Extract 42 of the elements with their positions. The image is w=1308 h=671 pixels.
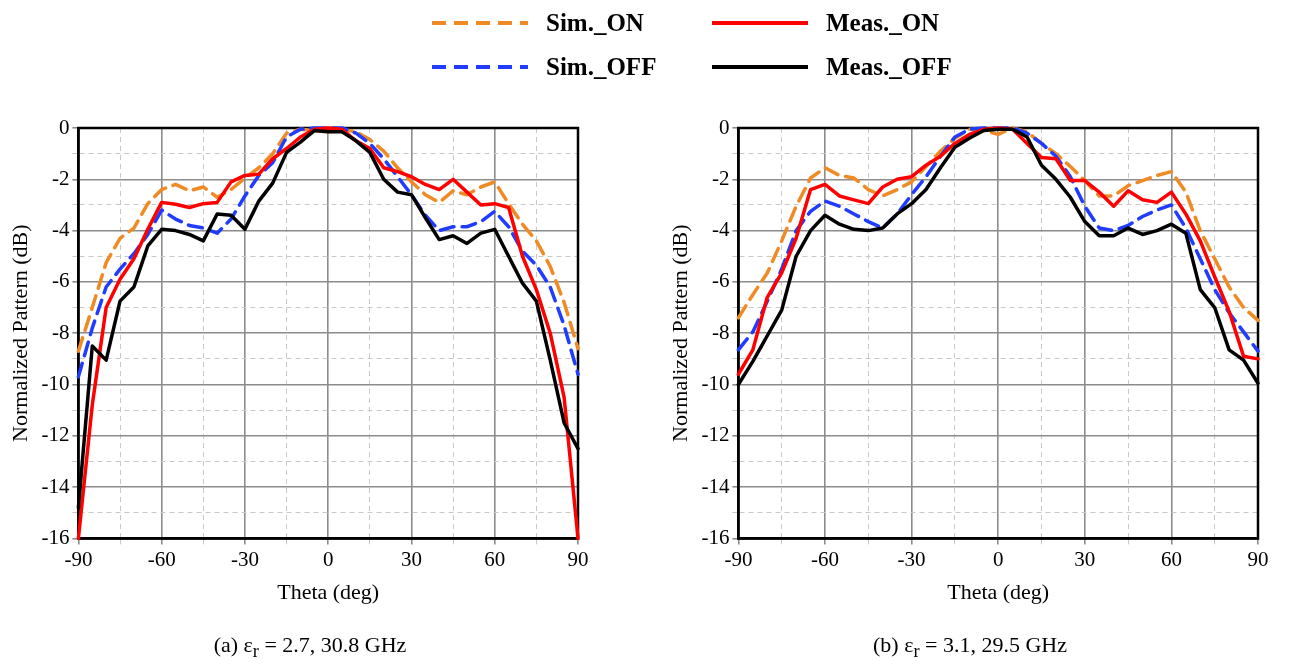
y-tick-label: -2 (711, 165, 730, 190)
x-tick-label: 0 (322, 546, 334, 571)
y-tick-label: -6 (711, 268, 730, 293)
y-tick-label: -8 (51, 319, 70, 344)
y-tick-label: -14 (701, 473, 730, 498)
y-tick-label: -4 (711, 217, 730, 242)
x-tick-label: 60 (1160, 546, 1182, 571)
x-tick-label: -60 (810, 546, 839, 571)
x-tick-label: 0 (992, 546, 1004, 571)
text: (a) ε$_{r}$ = 2.7, 30.8 GHz (212, 632, 408, 663)
y-tick-label: -16 (41, 524, 70, 549)
x-tick-label: -60 (147, 546, 176, 571)
x-tick-label: 60 (484, 546, 506, 571)
x-tick-label: -30 (897, 546, 926, 571)
y-tick-label: -12 (701, 422, 730, 447)
legend-label: Meas._ON (826, 9, 940, 37)
y-tick-label: -6 (51, 268, 70, 293)
x-axis-title: Theta (deg) (277, 578, 380, 604)
x-tick-label: -90 (724, 546, 753, 571)
y-tick-label: -12 (41, 422, 70, 447)
x-tick-label: 30 (400, 546, 422, 571)
y-axis-title: Normalized Pattern (dB) (666, 224, 692, 442)
y-tick-label: -10 (701, 371, 730, 396)
y-tick-label: 0 (718, 114, 730, 139)
x-axis-title: Theta (deg) (947, 578, 1050, 604)
x-tick-label: -30 (230, 546, 259, 571)
text: (b) ε$_{r}$ = 3.1, 29.5 GHz (872, 632, 1068, 663)
y-tick-label: -2 (51, 165, 70, 190)
y-tick-label: -4 (51, 217, 70, 242)
legend-label: Sim._ON (546, 9, 644, 37)
y-axis-title: Normalized Pattern (dB) (6, 224, 32, 442)
y-tick-label: -8 (711, 319, 730, 344)
y-tick-label: -14 (41, 473, 70, 498)
x-tick-label: -90 (64, 546, 93, 571)
x-tick-label: 90 (1247, 546, 1269, 571)
legend-label: Meas._OFF (826, 53, 952, 81)
x-tick-label: 90 (567, 546, 589, 571)
y-tick-label: 0 (58, 114, 70, 139)
x-tick-label: 30 (1074, 546, 1096, 571)
legend-label: Sim._OFF (546, 53, 657, 81)
y-tick-label: -16 (701, 524, 730, 549)
y-tick-label: -10 (41, 371, 70, 396)
